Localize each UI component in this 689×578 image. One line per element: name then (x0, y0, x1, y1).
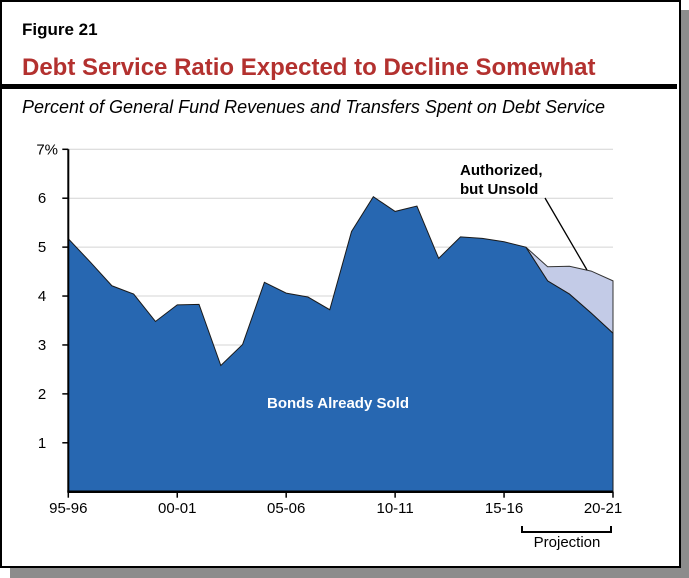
x-tick-label: 05-06 (267, 500, 305, 517)
x-tick-label: 95-96 (49, 500, 87, 517)
title-divider (0, 84, 677, 89)
x-tick-label: 20-21 (584, 500, 622, 517)
y-tick-label: 5 (38, 239, 46, 256)
y-tick-label: 4 (38, 288, 46, 305)
x-tick-label: 15-16 (485, 500, 523, 517)
y-tick-label: 2 (38, 386, 46, 403)
unsold-series-label-line2: but Unsold (460, 181, 538, 198)
y-tick-label: 3 (38, 337, 46, 354)
unsold-leader-line (544, 197, 588, 271)
chart-title: Debt Service Ratio Expected to Decline S… (22, 54, 596, 81)
chart-subtitle: Percent of General Fund Revenues and Tra… (22, 97, 605, 117)
sold-series-label: Bonds Already Sold (267, 395, 409, 412)
unsold-series-label-line1: Authorized, (460, 162, 543, 179)
x-tick-label: 10-11 (376, 500, 413, 517)
sold-area (67, 196, 614, 493)
y-tick-label: 6 (38, 190, 46, 207)
y-tick-label: 7% (36, 141, 58, 158)
projection-bracket (521, 526, 612, 533)
y-tick-label: 1 (38, 435, 46, 452)
x-tick-label: 00-01 (158, 500, 196, 517)
projection-label: Projection (534, 534, 601, 551)
figure-label: Figure 21 (22, 20, 98, 39)
